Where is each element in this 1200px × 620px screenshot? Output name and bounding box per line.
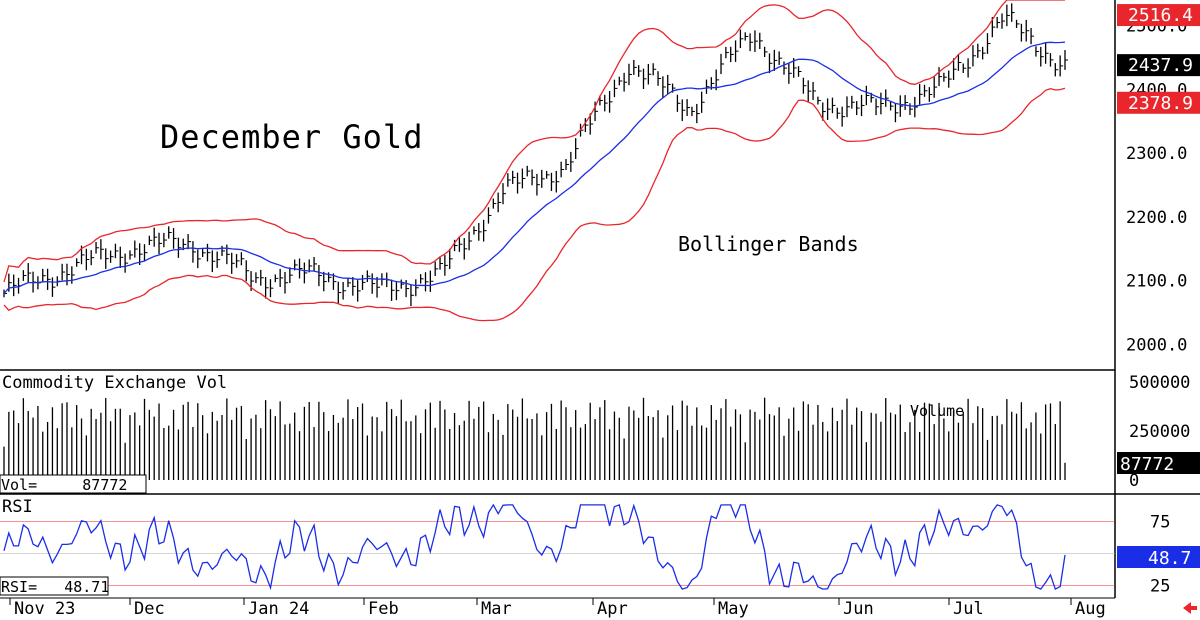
price-tick-label: 2000.0 [1126, 335, 1187, 355]
volume-panel: Commodity Exchange Vol Volume 500000 2500… [0, 373, 1200, 495]
month-axis: Nov 23 Dec Jan 24 Feb Mar Apr May Jun Jul Aug [9, 598, 1106, 619]
bollinger-bands [3, 0, 1066, 322]
rsi-title: RSI [2, 497, 33, 517]
month-label: Feb [368, 599, 399, 619]
price-badges: 2516.4 2437.9 2378.9 [1117, 4, 1200, 114]
month-label: Jun [843, 599, 874, 619]
volume-annotation: Volume [910, 402, 964, 420]
month-label: Aug [1075, 599, 1106, 619]
price-badge-label: 2516.4 [1128, 5, 1193, 26]
month-label: Mar [481, 599, 512, 619]
price-badge-label: 2437.9 [1128, 55, 1193, 76]
price-tick-label: 2100.0 [1126, 272, 1187, 292]
rsi-readout: RSI= 48.71 [1, 578, 109, 596]
volume-axis: 500000 250000 0 [1129, 373, 1190, 491]
rsi-tick-label: 75 [1150, 513, 1170, 533]
price-tick-label: 2200.0 [1126, 208, 1187, 228]
volume-readout: Vol= 87772 [1, 476, 127, 494]
upper-band [3, 0, 1065, 283]
bollinger-annotation: Bollinger Bands [678, 232, 859, 256]
chart-title: December Gold [160, 118, 423, 156]
price-badge-label: 2378.9 [1128, 93, 1193, 114]
rsi-badge: 48.7 [1148, 548, 1191, 569]
rsi-tick-label: 25 [1150, 576, 1170, 596]
volume-bars [3, 397, 1066, 480]
rsi-readout-box [0, 576, 109, 596]
volume-tick-label: 500000 [1129, 373, 1190, 393]
month-label: Nov 23 [14, 599, 75, 619]
volume-tick-label: 250000 [1129, 422, 1190, 442]
lower-band [3, 87, 1066, 322]
rsi-badge-bg [1117, 546, 1200, 568]
rsi-line [3, 503, 1066, 591]
price-badge-bg [1117, 54, 1200, 77]
rsi-levels: 75 25 [0, 513, 1170, 596]
rsi-series [3, 503, 1066, 591]
volume-title: Commodity Exchange Vol [2, 373, 227, 393]
rsi-panel: RSI 75 25 RSI= 48.71 48.7 [0, 497, 1200, 599]
volume-badge: 87772 [1120, 454, 1174, 475]
price-badge-bg [1117, 4, 1200, 27]
month-label: Dec [134, 599, 165, 619]
price-panel: December Gold Bollinger Bands 2500.02400… [0, 0, 1200, 598]
scroll-left-arrow-icon[interactable] [1183, 602, 1197, 614]
price-badge-bg [1117, 91, 1200, 114]
volume-tick-label: 0 [1129, 471, 1139, 491]
month-label: Jul [953, 599, 984, 619]
month-label: May [718, 599, 749, 619]
volume-readout-box [0, 474, 147, 494]
middle-band [3, 41, 1066, 294]
price-tick-label: 2300.0 [1126, 144, 1187, 164]
volume-badge-bg [1117, 452, 1200, 474]
month-label: Apr [597, 599, 628, 619]
price-bars [3, 3, 1068, 307]
month-label: Jan 24 [248, 599, 309, 619]
